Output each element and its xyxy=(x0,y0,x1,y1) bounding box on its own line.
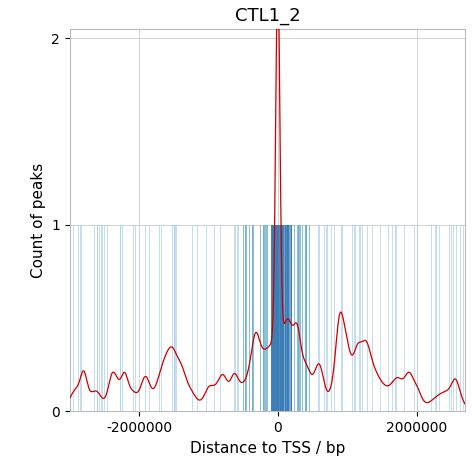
Y-axis label: Count of peaks: Count of peaks xyxy=(31,162,45,278)
X-axis label: Distance to TSS / bp: Distance to TSS / bp xyxy=(190,441,345,455)
Title: CTL1_2: CTL1_2 xyxy=(235,7,300,25)
